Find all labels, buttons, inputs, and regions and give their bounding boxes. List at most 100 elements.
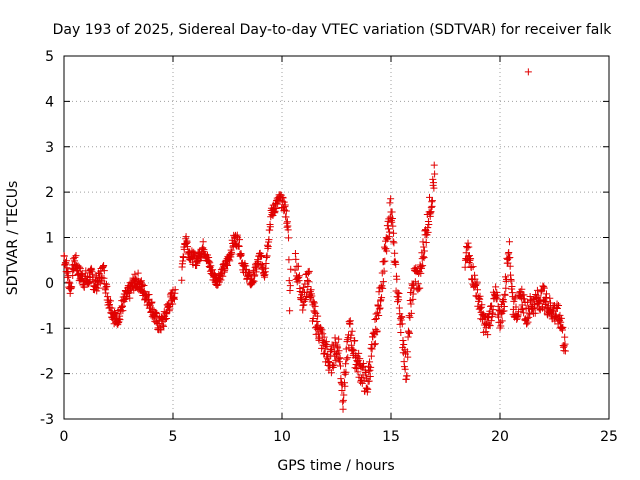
data-point: [303, 277, 311, 285]
data-point: [534, 292, 542, 300]
data-point: [76, 265, 84, 273]
data-point: [349, 345, 357, 353]
data-points: [60, 68, 569, 413]
data-point: [71, 253, 79, 261]
data-point: [82, 267, 90, 275]
data-point: [339, 398, 347, 406]
data-point: [404, 353, 412, 361]
data-point: [279, 194, 287, 202]
data-point: [251, 271, 259, 279]
x-tick-label: 15: [382, 429, 400, 445]
data-point: [309, 314, 317, 322]
data-point: [364, 385, 372, 393]
data-point: [104, 293, 112, 301]
grid-lines: [64, 56, 609, 419]
data-point: [487, 317, 495, 325]
data-point: [184, 243, 192, 251]
data-point: [368, 345, 376, 353]
data-point: [121, 295, 129, 303]
data-point: [506, 262, 514, 270]
data-point: [116, 316, 124, 324]
data-point: [93, 287, 101, 295]
data-point: [282, 213, 290, 221]
data-point: [540, 284, 548, 292]
data-point: [376, 304, 384, 312]
data-point: [336, 354, 344, 362]
data-point: [540, 283, 548, 291]
data-point: [170, 295, 178, 303]
data-point: [299, 283, 307, 291]
data-point: [217, 276, 225, 284]
data-point: [507, 277, 515, 285]
data-point: [542, 298, 550, 306]
data-point: [310, 298, 318, 306]
data-point: [63, 257, 71, 265]
data-point: [524, 318, 532, 326]
data-point: [547, 299, 555, 307]
data-point: [64, 273, 72, 281]
data-point: [320, 350, 328, 358]
data-point: [523, 315, 531, 323]
data-point: [292, 255, 300, 263]
data-point: [494, 302, 502, 310]
data-point: [407, 309, 415, 317]
data-point: [117, 304, 125, 312]
data-point: [60, 252, 68, 260]
data-point: [467, 263, 475, 271]
data-point: [322, 338, 330, 346]
data-point: [263, 252, 271, 260]
data-point: [533, 293, 541, 301]
data-point: [223, 261, 231, 269]
data-point: [333, 350, 340, 358]
data-point: [389, 238, 397, 246]
data-point: [313, 318, 321, 326]
data-point: [160, 322, 168, 330]
data-point: [182, 233, 190, 241]
data-point: [199, 244, 207, 252]
data-point: [526, 310, 534, 318]
data-point: [469, 263, 477, 271]
data-point: [419, 253, 427, 261]
data-point: [500, 302, 508, 310]
data-point: [351, 337, 359, 345]
data-point: [343, 355, 351, 363]
data-point: [85, 279, 93, 287]
data-point: [335, 347, 343, 355]
data-point: [501, 291, 509, 299]
data-point: [265, 236, 273, 244]
data-point: [377, 283, 385, 291]
y-tick-label: 5: [45, 49, 54, 65]
data-point: [424, 228, 432, 236]
data-point: [398, 313, 406, 321]
data-point: [476, 304, 484, 312]
data-point: [406, 329, 414, 337]
data-point: [367, 363, 375, 371]
data-point: [284, 226, 292, 234]
data-point: [226, 257, 234, 265]
data-point: [178, 276, 186, 284]
data-point: [285, 277, 293, 285]
data-point: [94, 284, 102, 292]
data-point: [561, 340, 569, 348]
data-point: [355, 349, 363, 357]
data-point: [499, 307, 507, 315]
data-point: [378, 294, 386, 302]
data-point: [307, 293, 315, 301]
data-point: [387, 195, 395, 203]
data-point: [493, 291, 501, 299]
y-tick-label: -3: [40, 412, 54, 428]
data-point: [414, 280, 422, 288]
data-point: [407, 300, 415, 308]
data-point: [518, 285, 526, 293]
data-point: [561, 333, 569, 341]
y-tick-label: 2: [45, 185, 54, 201]
data-point: [463, 244, 471, 252]
data-point: [330, 361, 338, 369]
data-point: [418, 255, 426, 263]
data-point: [262, 260, 270, 268]
data-point: [148, 298, 156, 306]
data-point: [375, 288, 383, 296]
data-point: [348, 327, 356, 335]
data-point: [325, 358, 333, 366]
